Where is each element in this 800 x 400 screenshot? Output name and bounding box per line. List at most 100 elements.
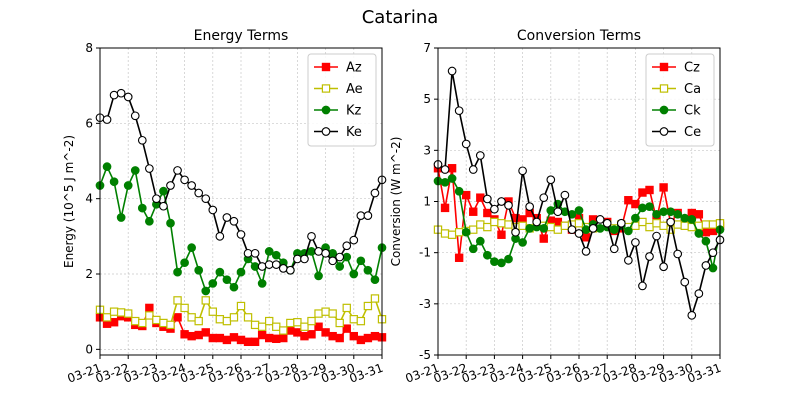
data-point-kz	[222, 275, 232, 285]
data-point-az	[335, 333, 344, 343]
data-point-ck	[701, 236, 711, 246]
data-point-ck	[694, 229, 704, 238]
data-point-ae	[215, 315, 225, 324]
y-axis-label: Energy (10^5 J m^-2)	[62, 135, 76, 268]
data-point-az	[180, 330, 189, 339]
legend-marker	[659, 105, 669, 115]
data-point-ke	[130, 111, 140, 121]
data-point-ce	[490, 204, 499, 214]
data-point-kz	[187, 243, 196, 252]
data-point-ke	[342, 241, 352, 251]
data-point-ck	[645, 202, 654, 211]
data-point-ca	[701, 220, 711, 229]
legend-marker	[321, 84, 331, 93]
data-point-az	[293, 328, 302, 337]
data-point-ae	[342, 303, 351, 313]
legend-item-kz: Kz	[314, 104, 362, 119]
data-point-ae	[272, 322, 281, 331]
data-point-kz	[335, 262, 345, 271]
data-point-az	[222, 335, 232, 345]
data-point-ck	[447, 174, 457, 183]
data-point-ae	[194, 316, 203, 326]
data-point-az	[349, 331, 359, 341]
data-point-ce	[483, 194, 492, 204]
legend-marker	[659, 127, 669, 136]
data-point-cz	[581, 233, 591, 242]
data-point-ce	[588, 224, 598, 233]
data-point-ck	[659, 207, 668, 217]
data-point-ck	[490, 257, 499, 266]
data-point-az	[328, 331, 337, 341]
data-point-ke	[208, 205, 218, 215]
data-point-az	[250, 337, 260, 347]
data-point-kz	[363, 265, 373, 275]
data-point-ce	[581, 247, 591, 256]
data-point-kz	[166, 218, 175, 228]
data-point-az	[229, 333, 239, 342]
legend: Az Ae Kz Ke	[307, 53, 377, 147]
data-point-kz	[159, 186, 168, 196]
data-point-ce	[447, 66, 457, 76]
data-point-kz	[356, 256, 366, 266]
data-point-ce	[532, 217, 542, 227]
data-point-ce	[567, 225, 577, 234]
data-point-ce	[553, 207, 563, 217]
data-point-ck	[454, 186, 464, 196]
data-point-az	[307, 330, 316, 339]
data-point-ck	[631, 213, 640, 223]
data-point-kz	[257, 279, 267, 288]
legend-item-ck: Ck	[652, 104, 701, 119]
data-point-ke	[271, 260, 281, 269]
data-point-ke	[363, 211, 373, 220]
data-point-ae	[257, 322, 267, 331]
data-point-ck	[581, 225, 591, 234]
conversion-terms-panel: 03-2103-2203-2303-2403-2503-2603-2703-28…	[389, 28, 725, 386]
data-point-ae	[187, 313, 196, 322]
data-point-ce	[440, 165, 450, 174]
data-point-ae	[265, 316, 274, 326]
data-point-ce	[645, 252, 654, 261]
data-point-ke	[243, 248, 253, 258]
data-point-ca	[469, 225, 478, 234]
legend-label: Ca	[684, 82, 701, 97]
data-point-kz	[208, 279, 218, 288]
data-point-ae	[293, 318, 302, 327]
y-tick-label: -3	[419, 297, 431, 311]
data-point-ca	[504, 220, 513, 229]
data-point-ae	[370, 294, 380, 303]
y-tick-label: 1	[423, 195, 431, 209]
data-point-az	[300, 331, 309, 341]
data-point-ck	[497, 258, 506, 268]
legend-label: Az	[346, 61, 362, 76]
data-point-ae	[349, 315, 359, 324]
data-point-ce	[461, 139, 471, 149]
data-point-ce	[574, 229, 584, 238]
data-point-ck	[708, 263, 718, 273]
y-tick-label: 4	[85, 192, 93, 206]
data-point-kz	[145, 216, 154, 226]
data-point-ke	[215, 231, 225, 241]
data-point-ke	[264, 260, 274, 269]
legend-item-az: Az	[314, 61, 362, 76]
data-point-az	[342, 324, 351, 333]
data-point-ca	[454, 228, 464, 237]
data-point-ca	[440, 229, 450, 238]
data-point-ke	[194, 188, 204, 198]
data-point-az	[236, 335, 246, 345]
data-point-ce	[525, 202, 535, 211]
data-point-ck	[468, 244, 478, 254]
data-point-ke	[370, 188, 380, 198]
series-ae	[95, 294, 387, 335]
data-point-ca	[553, 225, 563, 234]
data-point-ke	[123, 92, 133, 102]
data-point-ca	[574, 219, 584, 228]
data-point-ca	[483, 222, 492, 232]
data-point-ae	[243, 313, 253, 322]
legend-label: Kz	[346, 104, 362, 119]
data-point-ce	[468, 165, 478, 174]
data-point-cz	[497, 230, 506, 239]
legend-label: Cz	[684, 61, 700, 76]
data-point-ae	[356, 316, 366, 326]
data-point-ca	[659, 221, 668, 231]
data-point-kz	[314, 271, 323, 281]
